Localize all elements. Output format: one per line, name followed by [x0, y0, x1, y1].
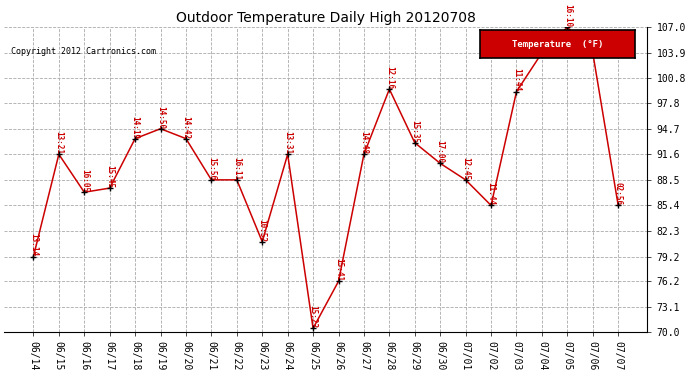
Text: 12:16: 12:16	[385, 66, 394, 89]
Text: 12:56: 12:56	[589, 30, 598, 53]
Text: 14:42: 14:42	[181, 116, 190, 139]
Text: 15:23: 15:23	[308, 305, 317, 328]
Text: 13:14: 13:14	[29, 233, 38, 256]
Text: 16:11: 16:11	[233, 157, 241, 180]
Text: 13:21: 13:21	[55, 131, 63, 154]
Text: 10:52: 10:52	[258, 219, 267, 242]
Text: 17:00: 17:00	[435, 140, 445, 164]
Text: 15:20: 15:20	[538, 30, 546, 53]
Text: 15:45: 15:45	[105, 165, 114, 188]
Text: 15:41: 15:41	[334, 258, 343, 281]
Text: 14:19: 14:19	[130, 116, 139, 139]
Text: 11:44: 11:44	[512, 69, 521, 92]
Text: 13:31: 13:31	[283, 131, 292, 154]
Text: 12:45: 12:45	[461, 157, 470, 180]
Text: Copyright 2012 Cartronics.com: Copyright 2012 Cartronics.com	[11, 46, 156, 56]
Text: 15:56: 15:56	[207, 157, 216, 180]
Text: 15:35: 15:35	[411, 120, 420, 143]
Title: Outdoor Temperature Daily High 20120708: Outdoor Temperature Daily High 20120708	[176, 11, 475, 25]
Text: 16:05: 16:05	[80, 169, 89, 192]
Text: 14:50: 14:50	[156, 106, 165, 129]
Text: 14:48: 14:48	[359, 131, 368, 154]
Text: 11:44: 11:44	[486, 182, 495, 206]
Text: 16:10: 16:10	[563, 4, 572, 27]
Text: 02:56: 02:56	[613, 182, 622, 206]
